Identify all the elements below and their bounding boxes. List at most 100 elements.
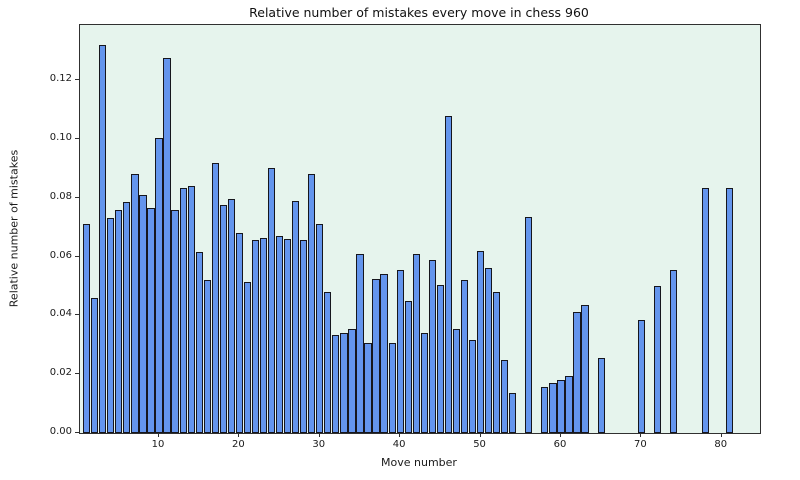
bar [227, 199, 235, 433]
y-tick-label: 0.04 [49, 308, 72, 320]
bar [653, 286, 662, 433]
bar [316, 224, 324, 433]
bar [187, 186, 195, 433]
x-tick-mark [158, 433, 160, 437]
y-tick-label: 0.10 [49, 132, 72, 144]
y-tick-mark [75, 138, 79, 140]
bar [179, 187, 187, 433]
bar [356, 253, 364, 433]
x-tick-mark [720, 433, 722, 437]
y-tick-label: 0.02 [49, 367, 72, 379]
bar [380, 274, 388, 433]
bar [91, 297, 99, 433]
x-tick-mark [318, 433, 320, 437]
bar [436, 284, 444, 433]
bar [468, 340, 477, 433]
bar [493, 291, 501, 433]
bar [324, 291, 332, 433]
chart-title: Relative number of mistakes every move i… [249, 5, 589, 20]
bar [669, 269, 678, 433]
bar [581, 305, 589, 433]
bar [702, 187, 710, 433]
y-tick-mark [75, 314, 79, 316]
bar [549, 383, 557, 433]
bar [420, 333, 428, 433]
y-tick-mark [75, 79, 79, 81]
bar [348, 328, 356, 433]
bar [444, 115, 453, 433]
y-tick-label: 0.06 [49, 249, 72, 261]
bar [243, 281, 252, 433]
bar [107, 218, 115, 433]
x-tick-mark [640, 433, 642, 437]
bar [460, 280, 469, 433]
y-tick-label: 0.00 [49, 426, 72, 437]
bar [267, 168, 276, 433]
bar [83, 224, 91, 433]
x-tick-label: 80 [714, 439, 728, 450]
bar [163, 58, 171, 433]
x-tick-mark [559, 433, 561, 437]
bar [332, 334, 340, 433]
x-axis-label: Move number [381, 456, 457, 469]
bar [372, 278, 380, 433]
y-tick-mark [75, 373, 79, 375]
bar [573, 312, 581, 433]
bar [452, 328, 461, 433]
bar [155, 137, 163, 433]
bar [412, 253, 420, 433]
bar [557, 380, 565, 433]
bar [565, 375, 573, 433]
x-tick-label: 20 [232, 439, 245, 450]
bar [637, 319, 645, 433]
bar [275, 236, 284, 433]
bar [501, 359, 509, 433]
bar [147, 208, 155, 433]
bar [597, 358, 605, 433]
x-tick-mark [399, 433, 401, 437]
bar [476, 250, 485, 433]
bar [259, 237, 268, 433]
x-tick-label: 10 [151, 439, 165, 450]
bar [235, 233, 243, 433]
y-tick-mark [75, 432, 79, 433]
bar [123, 202, 131, 433]
bar [99, 44, 107, 433]
bar [284, 238, 292, 433]
bar [428, 259, 436, 433]
x-tick-label: 30 [312, 439, 326, 450]
x-tick-mark [238, 433, 240, 437]
bar [396, 269, 404, 433]
bar [139, 194, 147, 433]
x-tick-mark [479, 433, 481, 437]
bar [195, 252, 203, 433]
y-tick-mark [75, 196, 79, 198]
bar [131, 174, 139, 433]
bar [509, 393, 517, 433]
x-tick-label: 60 [553, 439, 567, 450]
plot-area [79, 24, 761, 434]
y-axis-label: Relative number of mistakes [7, 149, 21, 308]
bar [484, 268, 493, 433]
bar [340, 333, 348, 433]
x-tick-label: 50 [473, 439, 486, 450]
bar [203, 280, 211, 433]
y-tick-mark [75, 255, 79, 257]
bar [404, 300, 412, 433]
y-tick-label: 0.08 [49, 190, 72, 202]
bar [219, 205, 227, 433]
bar [364, 343, 372, 433]
y-tick-label: 0.12 [49, 73, 72, 85]
bar [171, 209, 179, 433]
bar [251, 240, 260, 433]
bar [308, 174, 316, 433]
bar [115, 209, 123, 433]
x-tick-label: 40 [392, 439, 406, 450]
x-tick-label: 70 [633, 439, 647, 450]
bar [541, 387, 549, 433]
bar [525, 216, 533, 433]
bar [211, 162, 219, 433]
bar [300, 240, 308, 433]
bar [726, 187, 734, 433]
